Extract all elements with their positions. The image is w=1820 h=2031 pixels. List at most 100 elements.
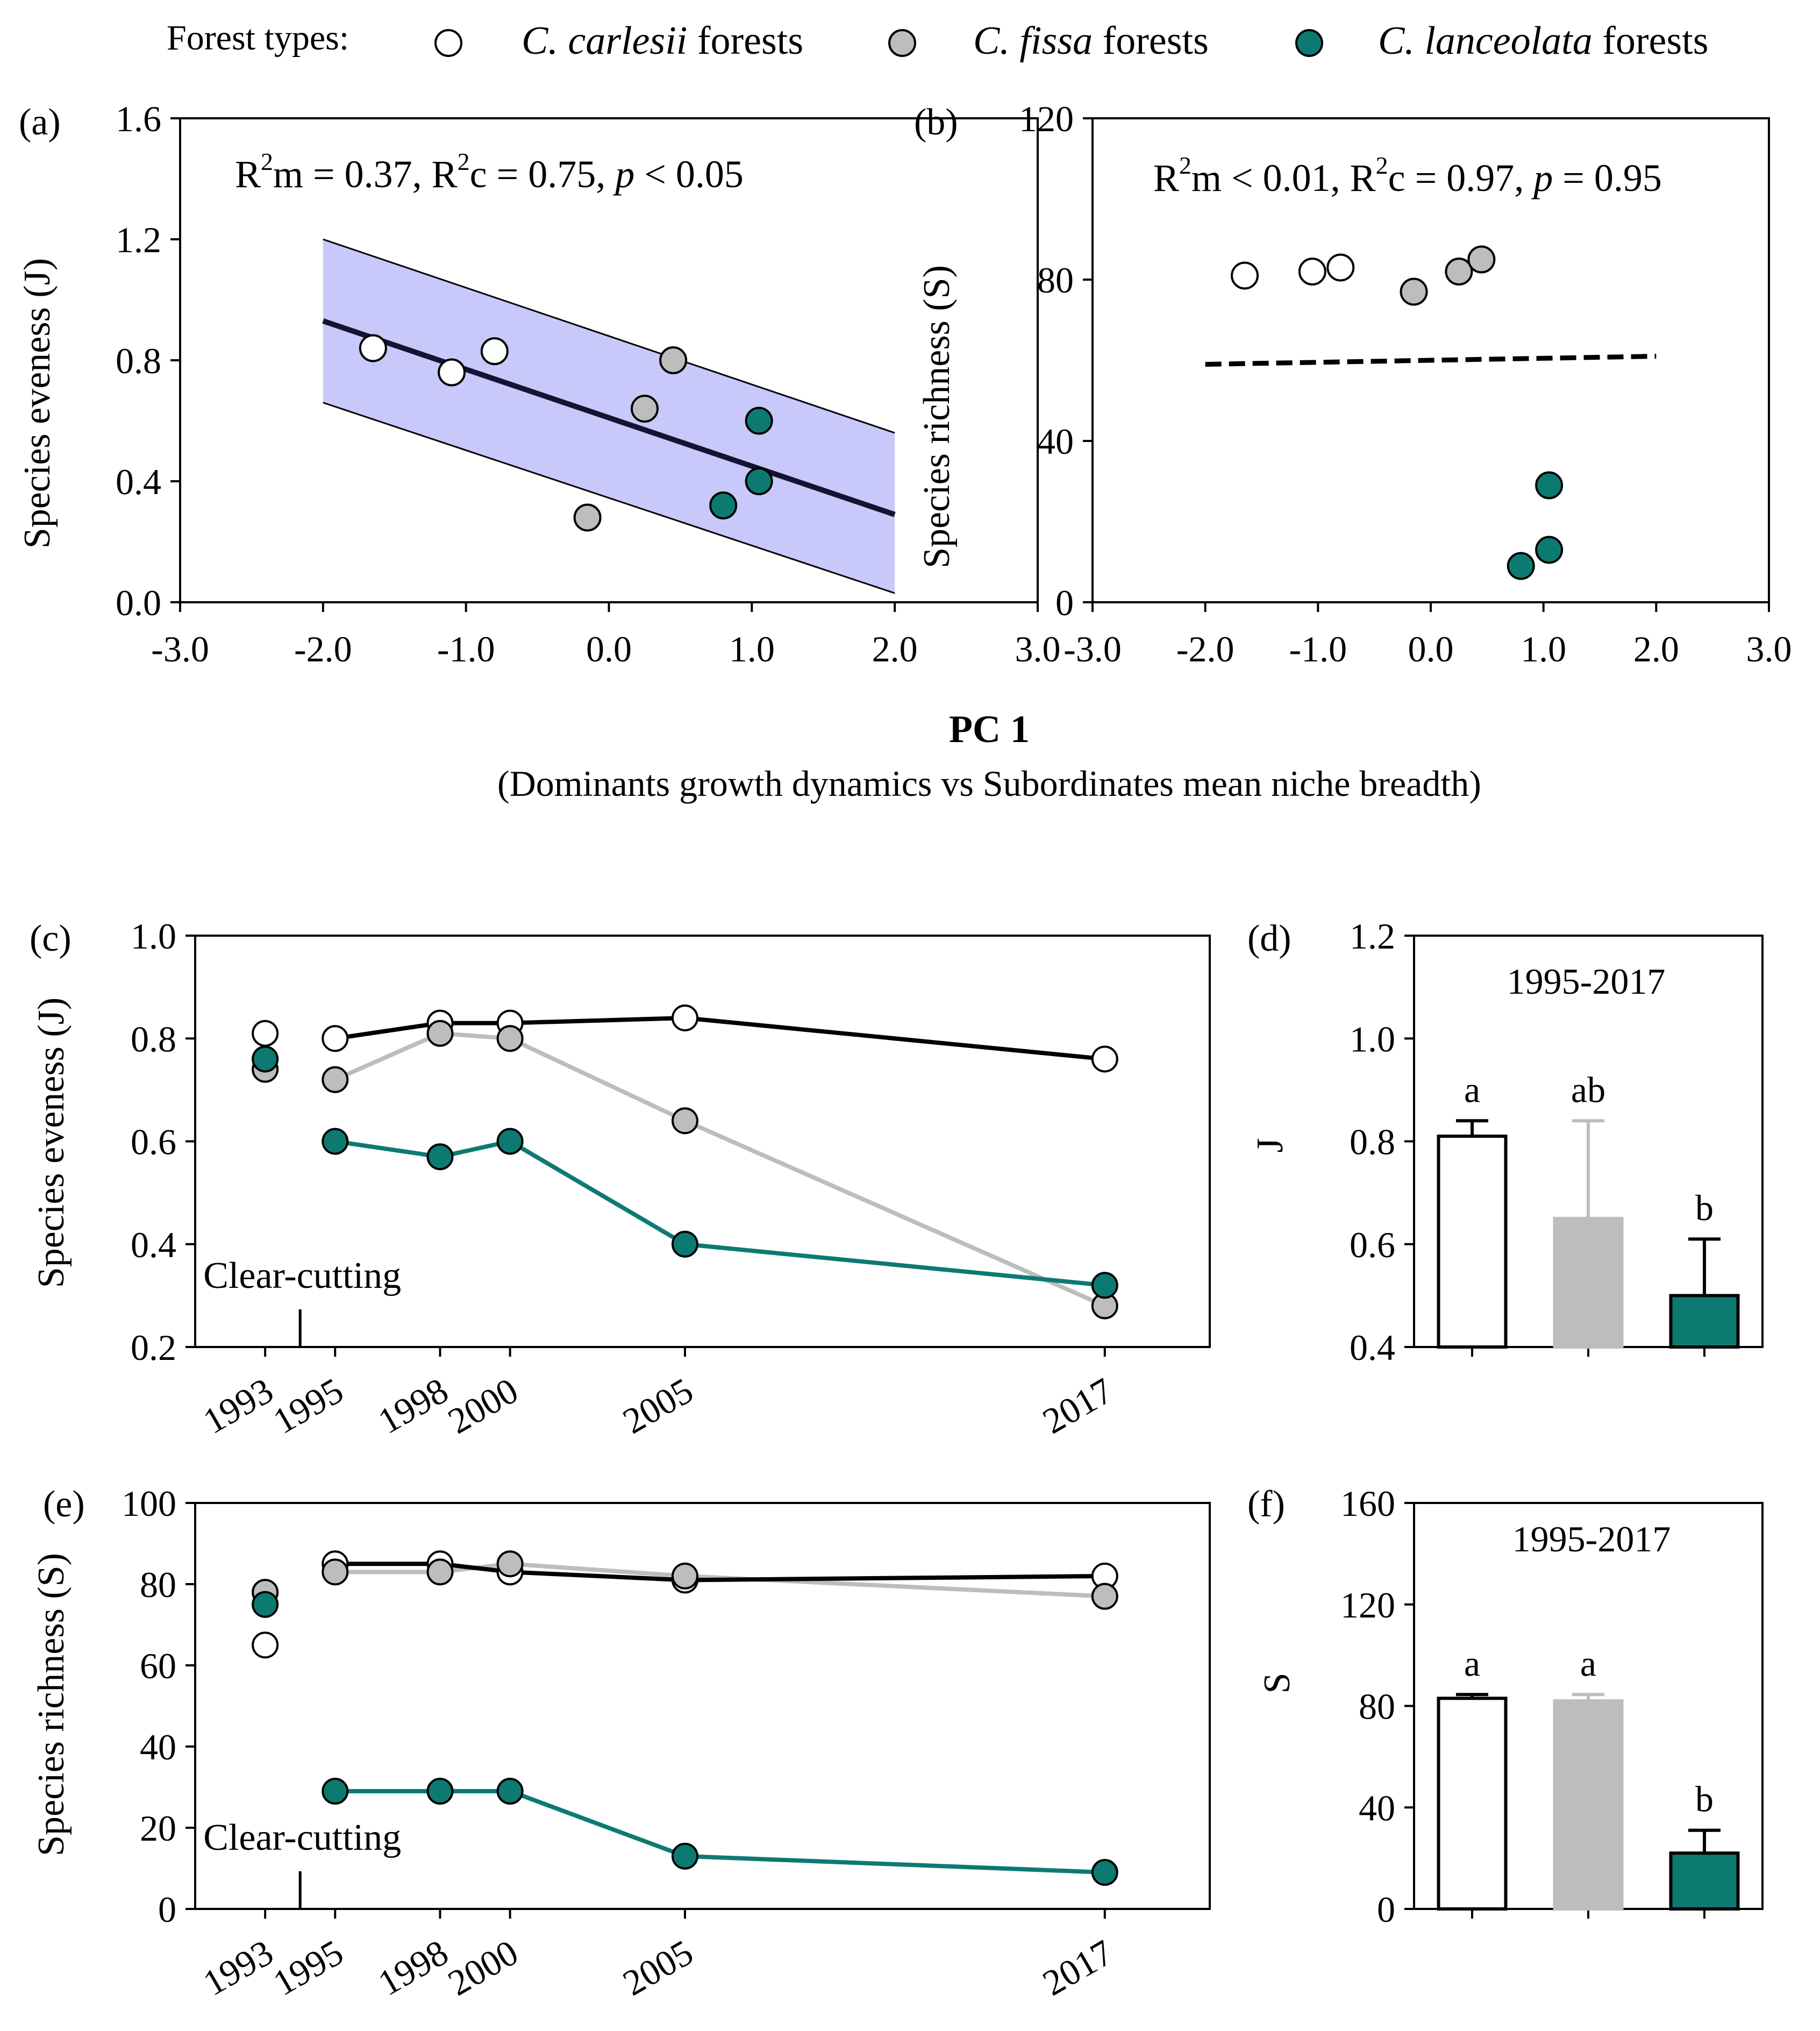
bar-fissa-f bbox=[1553, 1699, 1624, 1911]
point-carlesii-c bbox=[252, 1020, 279, 1047]
legend-title: Forest types: bbox=[167, 18, 349, 58]
y-tick-label-a: 1.6 bbox=[116, 98, 161, 139]
point-lanceolata-b bbox=[1535, 536, 1564, 564]
y-tick-label-f: 120 bbox=[1340, 1585, 1395, 1626]
y-axis-label-e: Species richness (S) bbox=[31, 1553, 72, 1856]
significance-letter-carlesii-d: a bbox=[1464, 1069, 1480, 1110]
panel-label-e: (e) bbox=[43, 1484, 85, 1525]
legend-marker-fissa bbox=[888, 29, 916, 57]
x-tick-label-e: 2005 bbox=[616, 1932, 700, 2004]
panel-d: (d) J 1995-2017 0.4 0.6 0.8 1.0 1.2 a ab b bbox=[1247, 916, 1764, 1368]
point-carlesii-a bbox=[438, 358, 466, 387]
y-tick-label-e: 80 bbox=[140, 1564, 176, 1605]
significance-letter-lanceolata-d: b bbox=[1695, 1187, 1714, 1228]
y-tick-label-d: 1.0 bbox=[1350, 1018, 1395, 1059]
panel-a: (a) Species eveness (J) R2m = 0.37, R2c … bbox=[17, 98, 1061, 669]
y-tick-label-e: 40 bbox=[140, 1727, 176, 1768]
x-tick-label-c: 1995 bbox=[266, 1370, 350, 1442]
y-axis-label-f: S bbox=[1257, 1673, 1298, 1694]
x-tick-label-e: 2000 bbox=[441, 1932, 525, 2004]
y-axis-label-c: Species eveness (J) bbox=[31, 997, 72, 1288]
point-fissa-e bbox=[671, 1562, 698, 1590]
x-tick-label-b: -2.0 bbox=[1176, 629, 1234, 669]
x-tick-label-e: 2017 bbox=[1036, 1932, 1120, 2004]
point-fissa-c bbox=[426, 1020, 454, 1047]
significance-letter-carlesii-f: a bbox=[1464, 1643, 1480, 1684]
y-tick-label-b: 80 bbox=[1037, 260, 1074, 301]
y-tick-label-a: 1.2 bbox=[116, 219, 161, 260]
y-tick-label-d: 0.8 bbox=[1350, 1122, 1395, 1163]
point-fissa-c bbox=[671, 1107, 698, 1135]
shared-x-label: PC 1 bbox=[949, 708, 1030, 751]
point-lanceolata-a bbox=[745, 467, 773, 495]
point-lanceolata-c bbox=[496, 1128, 524, 1155]
point-fissa-b bbox=[1400, 277, 1428, 306]
y-tick-label-e: 20 bbox=[140, 1808, 176, 1849]
point-carlesii-c bbox=[671, 1004, 698, 1031]
point-lanceolata-e bbox=[671, 1842, 698, 1870]
panel-label-d: (d) bbox=[1247, 918, 1291, 959]
significance-letter-fissa-f: a bbox=[1580, 1643, 1596, 1684]
significance-letter-lanceolata-f: b bbox=[1695, 1779, 1714, 1820]
series-line-lanceolata-e bbox=[335, 1789, 1105, 1875]
series-line-fissa-c bbox=[334, 1031, 1106, 1308]
point-lanceolata-e bbox=[322, 1778, 349, 1805]
point-carlesii-c bbox=[1091, 1045, 1118, 1073]
legend-label-fissa: C. fissa forests bbox=[973, 19, 1209, 63]
panel-label-a: (a) bbox=[19, 102, 61, 143]
legend-marker-carlesii bbox=[434, 29, 462, 57]
y-axis-label-d: J bbox=[1250, 1138, 1291, 1152]
point-fissa-c bbox=[496, 1025, 524, 1052]
point-fissa-a bbox=[630, 395, 659, 423]
point-lanceolata-c bbox=[1091, 1272, 1118, 1299]
y-tick-label-c: 0.8 bbox=[131, 1018, 176, 1059]
point-carlesii-e bbox=[252, 1631, 279, 1659]
point-fissa-a bbox=[573, 503, 602, 532]
bar-lanceolata-f bbox=[1669, 1851, 1740, 1911]
x-tick-label-c: 2017 bbox=[1036, 1370, 1120, 1442]
point-fissa-e bbox=[426, 1558, 454, 1586]
ci-upper-line-a bbox=[323, 238, 895, 434]
bar-carlesii-f bbox=[1437, 1697, 1508, 1911]
legend-label-carlesii: C. carlesii forests bbox=[522, 19, 803, 63]
legend-label-lanceolata: C. lanceolata forests bbox=[1378, 19, 1709, 63]
x-tick-label-b: 1.0 bbox=[1521, 629, 1566, 669]
x-tick-label-c: 2005 bbox=[616, 1370, 700, 1442]
y-tick-label-a: 0.4 bbox=[116, 461, 161, 502]
x-tick-label-a: -2.0 bbox=[294, 629, 352, 669]
point-lanceolata-e bbox=[1091, 1859, 1118, 1886]
point-carlesii-c bbox=[322, 1025, 349, 1052]
x-tick-label-b: -3.0 bbox=[1064, 629, 1122, 669]
point-lanceolata-e bbox=[496, 1778, 524, 1805]
x-tick-label-b: 2.0 bbox=[1633, 629, 1679, 669]
bar-lanceolata-d bbox=[1669, 1294, 1740, 1349]
x-tick-label-e: 1995 bbox=[266, 1932, 350, 2004]
point-fissa-a bbox=[659, 346, 688, 374]
significance-letter-fissa-d: ab bbox=[1571, 1069, 1605, 1110]
panel-f: (f) S 1995-2017 0 40 80 120 160 a a b bbox=[1247, 1483, 1764, 1930]
x-tick-label-b: -1.0 bbox=[1289, 629, 1347, 669]
bar-panel-title-f: 1995-2017 bbox=[1512, 1519, 1671, 1559]
point-lanceolata-c bbox=[252, 1045, 279, 1073]
regression-line-dashed-b bbox=[1205, 354, 1657, 367]
y-tick-label-d: 0.6 bbox=[1350, 1224, 1395, 1265]
y-tick-label-e: 60 bbox=[140, 1645, 176, 1686]
panel-e: (e) Species richness (S) 0 20 40 60 80 100 199… bbox=[31, 1483, 1211, 2004]
point-carlesii-a bbox=[480, 337, 509, 366]
point-carlesii-b bbox=[1326, 253, 1355, 282]
stats-annotation-b: R2m < 0.01, R2c = 0.97, p = 0.95 bbox=[1153, 152, 1662, 199]
point-carlesii-a bbox=[359, 334, 387, 362]
y-tick-label-a: 0.8 bbox=[116, 340, 161, 381]
y-tick-label-d: 0.4 bbox=[1350, 1327, 1395, 1368]
x-tick-label-a: 0.0 bbox=[586, 629, 632, 669]
point-fissa-b bbox=[1445, 258, 1473, 286]
point-fissa-e bbox=[1091, 1583, 1118, 1610]
panel-label-f: (f) bbox=[1247, 1484, 1285, 1525]
x-tick-label-a: 3.0 bbox=[1015, 629, 1061, 669]
point-lanceolata-e bbox=[426, 1778, 454, 1805]
panel-label-c: (c) bbox=[30, 918, 72, 959]
x-tick-label-b: 3.0 bbox=[1746, 629, 1792, 669]
x-tick-label-a: 2.0 bbox=[872, 629, 918, 669]
stats-annotation-a: R2m = 0.37, R2c = 0.75, p < 0.05 bbox=[235, 148, 744, 196]
